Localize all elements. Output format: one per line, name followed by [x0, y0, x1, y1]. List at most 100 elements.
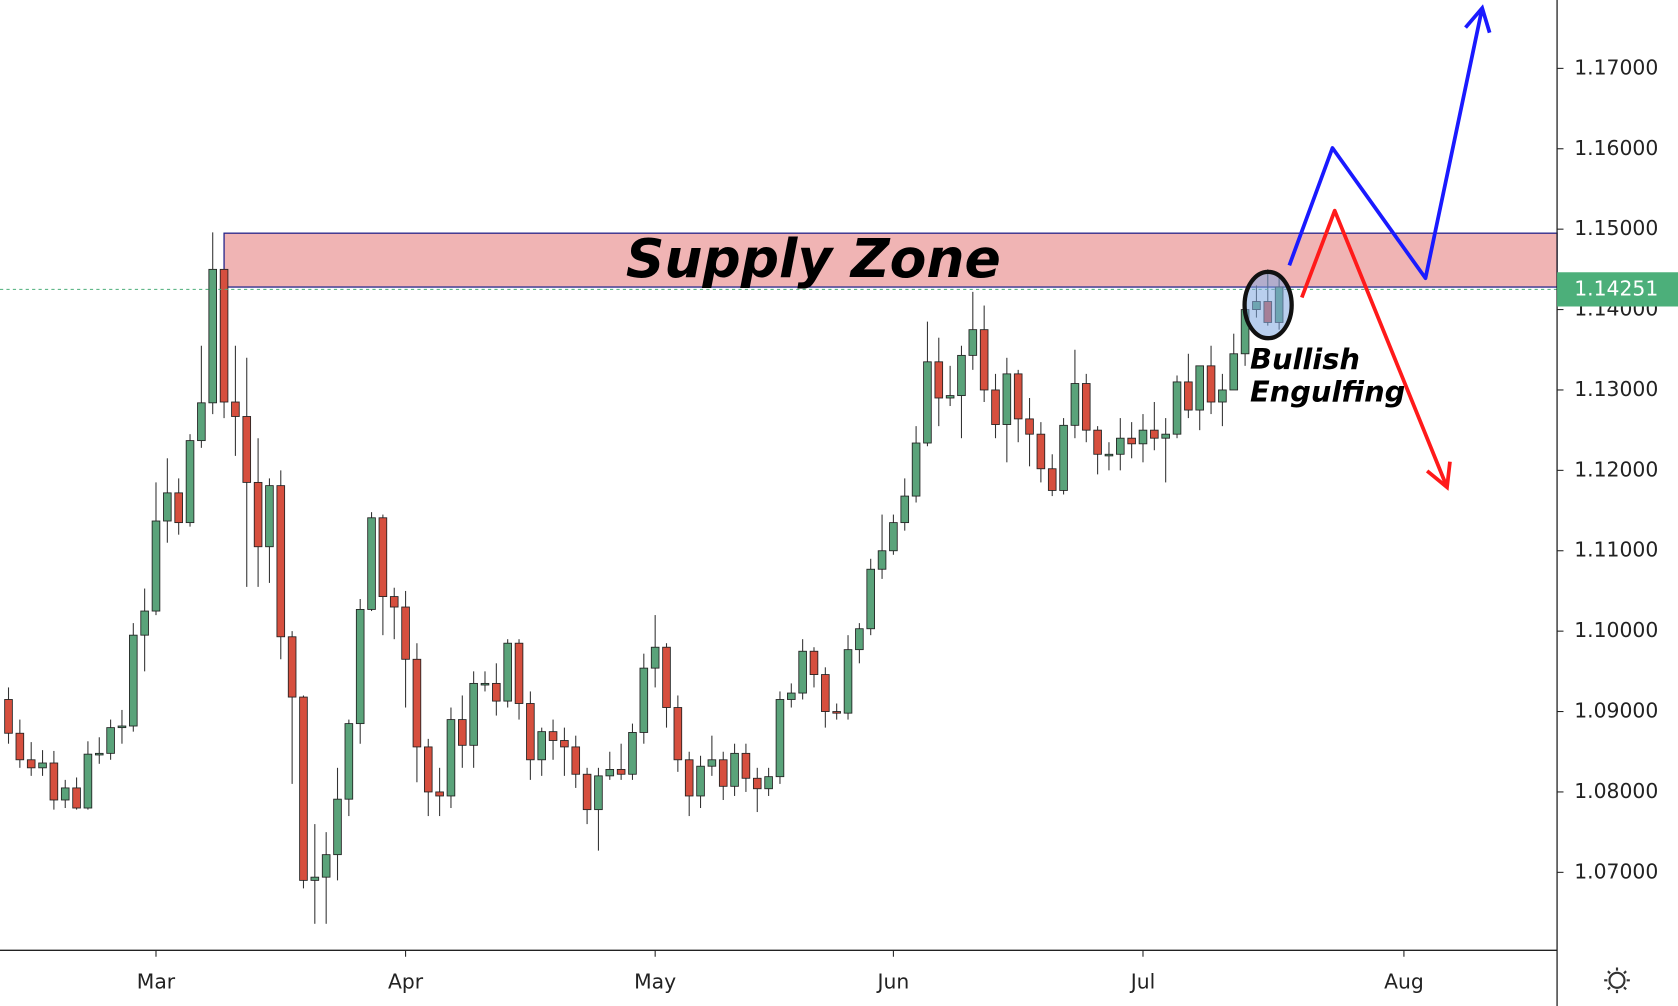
- candle-body: [1116, 437, 1125, 455]
- candle-body: [855, 628, 864, 651]
- candle-body: [129, 634, 138, 727]
- candle-body: [15, 732, 25, 761]
- candle-body: [684, 759, 694, 797]
- candle-body: [537, 731, 546, 761]
- candle-body: [923, 361, 932, 444]
- y-tick-label: 1.17000: [1574, 55, 1658, 79]
- candle-body: [412, 658, 422, 748]
- candle-body: [435, 791, 444, 797]
- candle-body: [60, 787, 70, 801]
- candle-body: [219, 268, 229, 403]
- annotation-text: Bullish: [1250, 342, 1360, 376]
- candle-body: [787, 692, 796, 700]
- candle-body: [174, 492, 183, 524]
- candle-body: [1070, 383, 1080, 426]
- candle-body: [1218, 389, 1227, 403]
- settings-icon[interactable]: [1604, 967, 1630, 994]
- candle-body: [1036, 433, 1046, 470]
- candle-body: [333, 798, 342, 856]
- candle-body: [741, 752, 751, 779]
- candle-body: [866, 568, 875, 630]
- candle-body: [423, 746, 433, 793]
- x-tick-label: Aug: [1384, 969, 1424, 993]
- candle-body: [594, 775, 603, 811]
- candle-body: [503, 642, 512, 702]
- candle-body: [185, 440, 195, 524]
- candle-body: [197, 402, 206, 442]
- candle-body: [560, 740, 569, 748]
- candle-body: [276, 485, 286, 638]
- y-tick-label: 1.08000: [1574, 779, 1658, 803]
- candle-body: [72, 787, 81, 809]
- supply-zone-label: Supply Zone: [626, 227, 1001, 290]
- candle-body: [265, 485, 274, 548]
- candle-body: [707, 759, 717, 767]
- candle-body: [798, 650, 807, 694]
- candle-body: [718, 759, 728, 787]
- candle-body: [764, 776, 773, 790]
- x-tick-label: Mar: [137, 969, 176, 993]
- highlight-circle: [1242, 269, 1294, 341]
- candle-body: [1184, 381, 1193, 411]
- candle-body: [344, 723, 354, 800]
- candle-body: [571, 746, 581, 775]
- candle-body: [582, 773, 592, 811]
- candle-body: [140, 610, 149, 636]
- candle-body: [401, 606, 410, 660]
- candle-body: [1172, 381, 1182, 435]
- candle-body: [208, 268, 217, 404]
- candle-body: [469, 682, 478, 746]
- candle-body: [458, 719, 467, 746]
- candle-body: [1127, 437, 1136, 445]
- candle-body: [446, 719, 456, 797]
- candle-body: [1081, 383, 1091, 431]
- arrow-head: [1464, 4, 1492, 34]
- candle-body: [968, 329, 978, 356]
- candle-body: [242, 416, 252, 483]
- candle-body: [1047, 468, 1057, 491]
- candle-body: [1104, 453, 1114, 457]
- candle-body: [367, 517, 376, 610]
- icon-rays: [1604, 967, 1630, 994]
- candle-body: [389, 596, 399, 608]
- candle-body: [287, 636, 297, 698]
- x-tick-label: May: [634, 969, 676, 993]
- x-tick-label: Jul: [1129, 969, 1156, 993]
- y-tick-label: 1.16000: [1574, 136, 1658, 160]
- candle-body: [616, 769, 626, 775]
- candle-body: [231, 401, 240, 417]
- last-price-box: [1557, 272, 1678, 307]
- candle-body: [1002, 373, 1012, 425]
- candle-body: [821, 674, 830, 712]
- candle-body: [106, 727, 115, 754]
- candle-body: [843, 649, 853, 714]
- candle-body: [877, 550, 887, 570]
- candle-body: [730, 752, 739, 787]
- candle-body: [673, 707, 683, 761]
- candle-body: [4, 699, 13, 734]
- y-tick-label: 1.13000: [1574, 377, 1658, 401]
- candles: [4, 232, 1284, 924]
- candle-body: [945, 395, 955, 399]
- candle-body: [514, 642, 524, 704]
- candle-body: [991, 389, 1000, 425]
- candle-body: [83, 753, 93, 809]
- candle-body: [526, 703, 535, 761]
- candle-body: [38, 762, 47, 769]
- candle-body: [321, 854, 331, 878]
- candle-body: [310, 876, 320, 881]
- candle-body: [832, 711, 841, 714]
- projection-path: [1287, 7, 1485, 281]
- y-tick-label: 1.12000: [1574, 457, 1658, 481]
- candle-body: [934, 361, 944, 399]
- candle-body: [94, 752, 104, 756]
- candle-body: [900, 495, 910, 524]
- candle-body: [1206, 365, 1216, 403]
- candle-body: [650, 646, 660, 669]
- candle-body: [979, 329, 989, 391]
- last-price-label: 1.14251: [1574, 276, 1658, 300]
- candle-body: [253, 481, 263, 548]
- candle-body: [299, 696, 308, 881]
